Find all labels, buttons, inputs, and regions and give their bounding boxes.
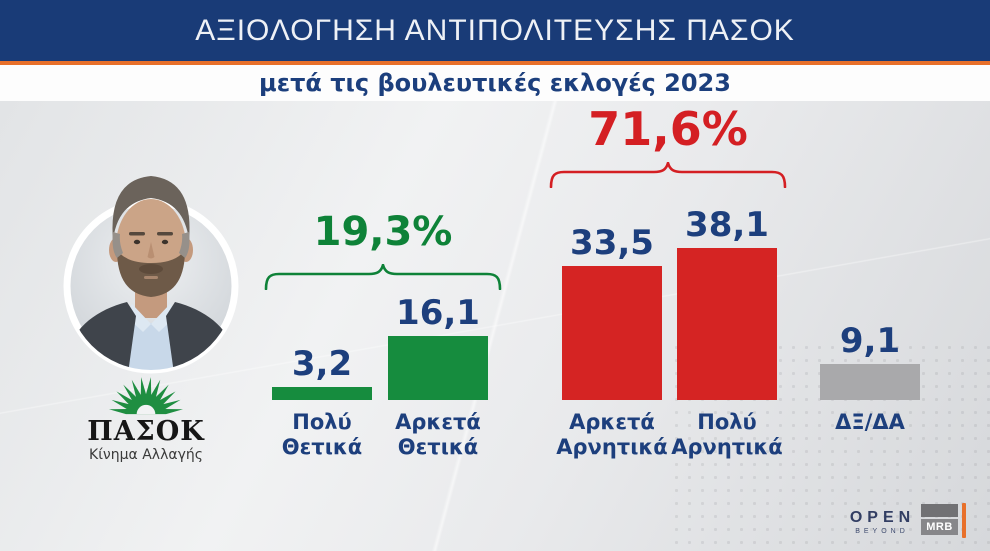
bar-category-poly-arnitika: Πολύ Αρνητικά [671,410,783,460]
positive-total-label: 19,3% [313,209,453,255]
bar-category-arketa-thetika: Αρκετά Θετικά [395,410,481,460]
subtitle-bar: μετά τις βουλευτικές εκλογές 2023 [0,65,990,101]
bar-value-arketa-arnitika: 33,5 [570,223,654,263]
bar-dxda [820,364,920,400]
page-subtitle: μετά τις βουλευτικές εκλογές 2023 [259,69,731,97]
bar-value-arketa-thetika: 16,1 [396,293,480,333]
orange-divider [0,61,990,65]
bar-arketa-arnitika [562,266,662,400]
bar-category-arketa-arnitika: Αρκετά Αρνητικά [556,410,668,460]
open-logo-tagline: BEYOND [855,528,909,535]
page-title: ΑΞΙΟΛΟΓΗΣΗ ΑΝΤΙΠΟΛΙΤΕΥΣΗΣ ΠΑΣΟΚ [195,13,795,47]
bar-value-poly-thetika: 3,2 [291,344,353,384]
bar-poly-thetika [272,387,372,400]
bar-poly-arnitika [677,248,777,400]
party-movement: Κίνημα Αλλαγής [89,447,203,463]
title-banner: ΑΞΙΟΛΟΓΗΣΗ ΑΝΤΙΠΟΛΙΤΕΥΣΗΣ ΠΑΣΟΚ [0,0,990,61]
bar-arketa-thetika [388,336,488,400]
bar-category-poly-thetika: Πολύ Θετικά [281,410,363,460]
open-logo-text: OPEN [849,509,916,526]
positive-brace [264,264,502,290]
open-channel-logo: OPEN BEYOND [843,509,917,536]
pasok-logo: ΠΑΣΟΚ Κίνημα Αλλαγής [46,374,246,463]
head [109,176,193,297]
mrb-logo-text: MRB [921,519,958,535]
bar-value-dxda: 9,1 [839,321,901,361]
orange-accent-line [962,503,966,538]
portrait-illustration [63,176,239,374]
bar-value-poly-arnitika: 38,1 [685,205,769,245]
mrb-logo: MRB [921,504,958,535]
mrb-logo-bar [921,504,958,517]
leader-photo [56,146,246,388]
negative-total-label: 71,6% [588,102,748,156]
bar-category-dxda: ΔΞ/ΔΑ [835,410,905,434]
pasok-sun-icon [109,377,183,415]
negative-brace [549,162,787,188]
party-name: ΠΑΣΟΚ [87,416,205,447]
